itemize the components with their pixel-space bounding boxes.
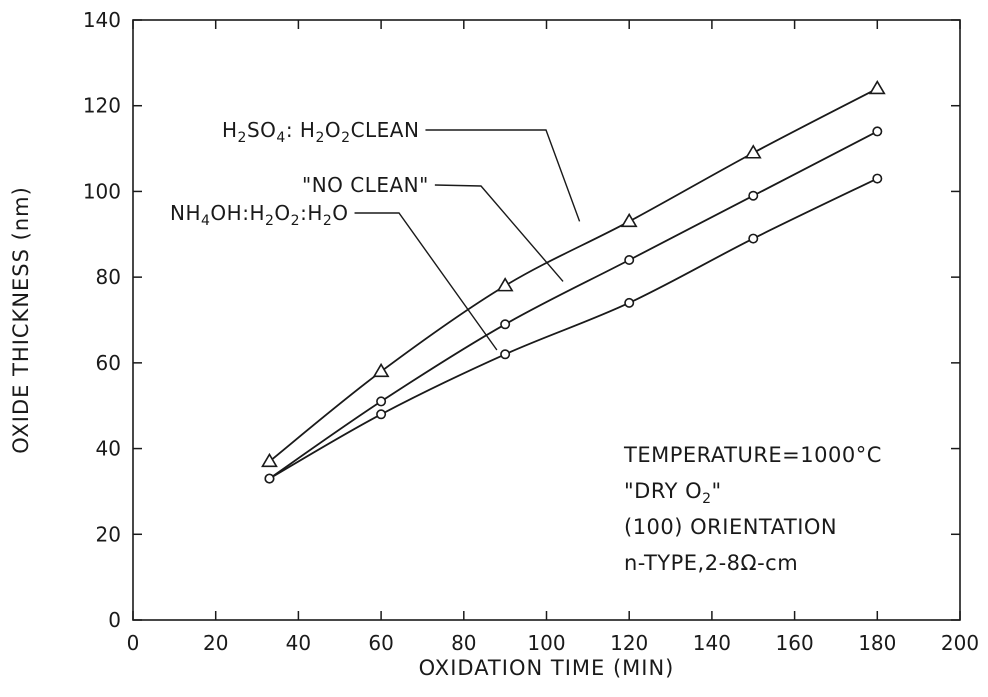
data-point-circle (748, 233, 759, 244)
y-axis-label: OXIDE THICKNESS (nm) (9, 186, 33, 454)
x-tick-label: 80 (451, 631, 476, 655)
condition-line: TEMPERATURE=1000°C (623, 443, 882, 467)
data-point-circle (748, 190, 759, 201)
data-point-triangle (496, 277, 514, 292)
series-label: "NO CLEAN" (302, 173, 429, 197)
series-callout-2: "NO CLEAN" (302, 173, 564, 282)
series-line (268, 87, 878, 463)
y-tick-label: 80 (96, 265, 121, 289)
y-tick-label: 20 (96, 522, 121, 546)
y-tick-label: 40 (96, 437, 121, 461)
series-3 (264, 173, 883, 484)
x-tick-label: 120 (610, 631, 648, 655)
y-tick-label: 140 (83, 8, 121, 32)
x-axis-label: OXIDATION TIME (MIN) (419, 656, 675, 680)
x-tick-label: 0 (127, 631, 140, 655)
series-1 (261, 79, 886, 468)
y-tick-label: 60 (96, 351, 121, 375)
data-point-circle (872, 173, 883, 184)
series-line (268, 130, 878, 480)
y-tick-label: 120 (83, 94, 121, 118)
callout-leader-line (425, 129, 581, 222)
x-tick-label: 20 (203, 631, 228, 655)
data-point-triangle (261, 452, 278, 468)
y-axis-ticks (133, 19, 960, 621)
x-tick-label: 140 (693, 631, 731, 655)
data-point-circle (500, 319, 511, 330)
x-tick-label: 60 (368, 631, 393, 655)
x-axis-tick-labels: 0 20 40 60 80 100 120 140 160 180 200 (127, 631, 979, 655)
x-tick-label: 160 (776, 631, 814, 655)
data-point-circle (500, 349, 511, 360)
y-tick-label: 0 (108, 608, 121, 632)
series-callout-1: H2SO4: H2O2CLEAN (222, 118, 581, 222)
series-line (269, 177, 878, 480)
series-callouts: H2SO4: H2O2CLEAN "NO CLEAN" NH4OH:H2O2:H2O (170, 118, 581, 351)
y-tick-label: 100 (83, 179, 121, 203)
data-point-triangle (372, 362, 390, 378)
y-axis-tick-labels: 0 20 40 60 80 100 120 140 (83, 8, 121, 632)
data-point-circle (872, 126, 883, 137)
data-point-triangle (868, 79, 886, 95)
x-axis-ticks (132, 20, 961, 620)
condition-line: "DRY O2" (624, 479, 722, 507)
callout-leader-line (354, 212, 498, 351)
data-point-circle (376, 409, 387, 420)
series-layer (261, 79, 886, 484)
x-tick-label: 180 (858, 631, 896, 655)
series-callout-3: NH4OH:H2O2:H2O (170, 201, 498, 351)
data-point-circle (624, 255, 635, 266)
data-point-circle (376, 396, 387, 407)
x-tick-label: 200 (941, 631, 979, 655)
series-label: H2SO4: H2O2CLEAN (222, 118, 419, 146)
data-point-circle (264, 473, 275, 484)
condition-line: n-TYPE,2-8Ω-cm (624, 551, 798, 575)
conditions-annotation: TEMPERATURE=1000°C "DRY O2" (100) ORIENTAT… (623, 443, 882, 575)
x-tick-label: 40 (286, 631, 311, 655)
data-point-circle (624, 297, 635, 308)
x-tick-label: 100 (527, 631, 565, 655)
data-point-triangle (620, 212, 638, 228)
condition-line: (100) ORIENTATION (624, 515, 837, 539)
series-label: NH4OH:H2O2:H2O (170, 201, 349, 229)
data-point-triangle (744, 144, 762, 159)
callout-leader-line (434, 184, 564, 282)
